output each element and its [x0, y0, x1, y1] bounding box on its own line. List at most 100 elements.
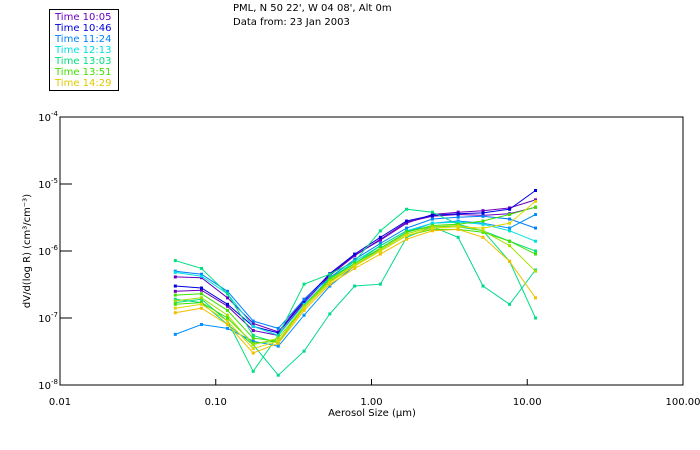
data-point — [173, 332, 177, 336]
data-point — [534, 188, 538, 192]
data-point — [276, 331, 280, 335]
data-point — [534, 226, 538, 230]
data-point — [534, 249, 538, 253]
data-point — [508, 226, 512, 230]
data-point — [302, 304, 306, 308]
data-point — [173, 311, 177, 315]
data-point — [534, 205, 538, 209]
data-point — [199, 288, 203, 292]
data-point — [534, 213, 538, 217]
data-point — [251, 319, 255, 323]
x-tick-label: 0.01 — [49, 397, 71, 408]
data-point — [481, 211, 485, 215]
y-tick-label: 10-6 — [38, 244, 58, 258]
data-point — [456, 212, 460, 216]
data-point — [302, 282, 306, 286]
data-point — [378, 252, 382, 256]
data-point — [276, 341, 280, 345]
data-point — [226, 302, 230, 306]
x-tick-label: 100.00 — [666, 397, 700, 408]
data-point — [353, 252, 357, 256]
data-point — [456, 227, 460, 231]
data-point — [353, 259, 357, 263]
data-point — [534, 269, 538, 273]
data-point — [251, 347, 255, 351]
legend-item: Time 10:46 — [55, 23, 112, 34]
data-point — [199, 292, 203, 296]
x-tick-label: 1.00 — [360, 397, 382, 408]
data-point — [302, 302, 306, 306]
data-point — [430, 210, 434, 214]
y-tick-label: 10-5 — [38, 177, 58, 191]
data-point — [276, 326, 280, 330]
data-point — [405, 234, 409, 238]
data-point — [481, 226, 485, 230]
legend-item: Time 14:29 — [55, 78, 112, 89]
data-point — [251, 369, 255, 373]
data-point — [508, 229, 512, 233]
data-point — [226, 313, 230, 317]
data-point — [508, 239, 512, 243]
data-point — [226, 304, 230, 308]
data-point — [378, 244, 382, 248]
data-point — [276, 344, 280, 348]
data-point — [353, 264, 357, 268]
data-point — [481, 219, 485, 223]
data-point — [251, 329, 255, 333]
data-point — [508, 217, 512, 221]
data-point — [353, 254, 357, 258]
data-point — [173, 293, 177, 297]
data-point — [226, 289, 230, 293]
data-point — [456, 220, 460, 224]
data-point — [378, 235, 382, 239]
data-point — [430, 213, 434, 217]
data-point — [456, 225, 460, 229]
series-line — [175, 228, 536, 354]
data-point — [405, 207, 409, 211]
data-point — [276, 336, 280, 340]
chart-subtitle: Data from: 23 Jan 2003 — [233, 17, 350, 28]
data-point — [405, 230, 409, 234]
x-tick-label: 10.00 — [513, 397, 542, 408]
data-point — [508, 259, 512, 263]
data-point — [173, 259, 177, 263]
y-tick-label: 10-7 — [38, 311, 58, 325]
data-point — [173, 301, 177, 305]
data-point — [199, 272, 203, 276]
data-point — [405, 237, 409, 241]
data-point — [328, 272, 332, 276]
data-point — [328, 277, 332, 281]
data-point — [328, 279, 332, 283]
data-point — [173, 275, 177, 279]
data-point — [534, 252, 538, 256]
data-point — [405, 235, 409, 239]
data-point — [481, 229, 485, 233]
y-axis-label: dV/d(log R) (cm³/cm⁻³) — [22, 194, 33, 308]
data-point — [226, 292, 230, 296]
data-point — [226, 296, 230, 300]
data-point — [508, 302, 512, 306]
data-point — [405, 232, 409, 236]
data-point — [456, 210, 460, 214]
data-point — [276, 333, 280, 337]
data-point — [251, 333, 255, 337]
data-point — [251, 324, 255, 328]
legend-item: Time 10:05 — [55, 12, 112, 23]
data-point — [430, 217, 434, 221]
data-point — [226, 322, 230, 326]
data-point — [353, 257, 357, 261]
data-point — [226, 326, 230, 330]
data-point — [534, 198, 538, 202]
data-point — [199, 322, 203, 326]
data-point — [302, 297, 306, 301]
data-point — [199, 301, 203, 305]
y-tick-label: 10-8 — [38, 378, 58, 392]
data-point — [199, 266, 203, 270]
legend-item: Time 13:51 — [55, 67, 112, 78]
data-point — [481, 235, 485, 239]
data-point — [276, 339, 280, 343]
chart-title: PML, N 50 22', W 04 08', Alt 0m — [233, 3, 392, 14]
series-line — [175, 221, 536, 336]
data-point — [378, 229, 382, 233]
data-point — [251, 343, 255, 347]
